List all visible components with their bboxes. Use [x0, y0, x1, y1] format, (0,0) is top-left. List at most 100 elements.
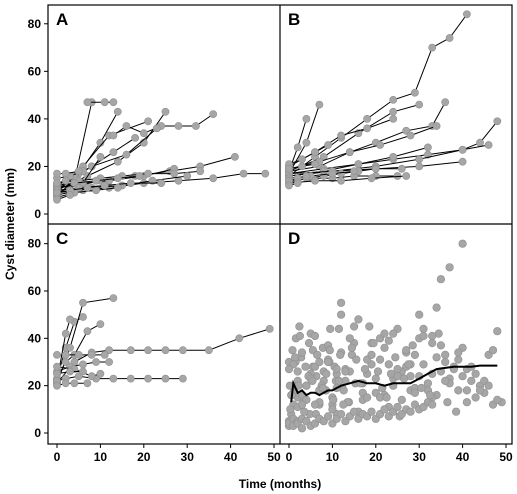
data-point-a-10-6 — [239, 169, 248, 178]
data-point-a-2-3 — [113, 107, 122, 116]
data-point-d-121 — [300, 407, 309, 416]
data-point-a-10-7 — [261, 169, 270, 178]
data-point-c-4-10 — [265, 324, 274, 333]
data-point-c-1-1 — [61, 329, 70, 338]
data-point-d-246 — [428, 400, 437, 409]
data-point-b-10-3 — [415, 162, 424, 171]
data-point-d-164 — [328, 405, 337, 414]
data-point-d-11 — [293, 367, 302, 376]
data-point-c-10-1 — [61, 379, 70, 388]
data-point-a-5-4 — [161, 107, 170, 116]
data-point-c-6-3 — [92, 358, 100, 366]
data-point-c-7-2 — [74, 350, 83, 359]
data-point-d-145 — [382, 393, 391, 402]
data-point-a-14-2 — [92, 176, 100, 185]
data-point-a-9-6 — [230, 152, 239, 161]
data-point-d-183 — [436, 275, 446, 284]
data-point-a-12-5 — [170, 169, 179, 178]
data-point-d-150 — [426, 391, 435, 400]
data-point-a-20-0 — [53, 195, 61, 204]
data-point-c-3-4 — [96, 320, 105, 328]
data-point-b-8-4 — [406, 131, 415, 140]
data-point-d-79 — [462, 398, 472, 407]
chart-marks: A B C D — [53, 10, 506, 433]
data-point-d-140 — [339, 400, 348, 409]
data-point-d-199 — [493, 395, 502, 405]
panel-b: B — [285, 10, 502, 190]
data-point-b-4-3 — [363, 124, 371, 133]
data-point-d-141 — [347, 343, 357, 352]
data-point-a-1-1 — [100, 98, 109, 107]
data-point-d-186 — [462, 386, 472, 395]
data-point-b-9-4 — [423, 143, 432, 152]
data-point-c-9-1 — [66, 367, 74, 376]
data-point-a-15-3 — [126, 179, 135, 187]
data-point-d-95 — [397, 395, 406, 405]
data-point-b-15-4 — [402, 172, 411, 180]
y-tick-label-a-4: 80 — [28, 17, 42, 31]
data-point-d-168 — [291, 353, 300, 362]
data-point-d-203 — [389, 329, 398, 338]
data-point-b-14-2 — [328, 169, 337, 178]
data-point-d-128 — [360, 365, 370, 374]
data-point-b-16-2 — [302, 172, 311, 180]
panel-a: A — [53, 10, 270, 204]
data-point-b-0-5 — [410, 88, 419, 97]
data-point-a-18-0 — [53, 188, 61, 197]
data-point-d-200 — [310, 400, 320, 409]
y-axis-title: Cyst diameter (mm) — [3, 168, 17, 280]
data-point-b-18-0 — [285, 164, 293, 173]
data-point-a-7-4 — [131, 133, 139, 142]
data-point-b-15-2 — [337, 176, 345, 185]
data-point-a-4-0 — [109, 131, 118, 140]
data-point-d-125 — [334, 376, 344, 386]
panel-label-a: A — [56, 10, 68, 29]
data-point-d-149 — [417, 383, 426, 393]
data-point-d-195 — [432, 303, 441, 312]
data-point-d-124 — [326, 324, 335, 334]
data-point-d-74 — [419, 324, 428, 334]
data-point-b-13-2 — [311, 148, 319, 157]
data-point-c-7-1 — [61, 350, 70, 359]
data-point-b-9-2 — [354, 160, 363, 168]
data-point-b-2-1 — [293, 143, 302, 152]
data-point-c-3-3 — [83, 327, 92, 336]
data-point-a-1-2 — [109, 98, 118, 107]
data-point-d-182 — [339, 386, 348, 395]
data-point-b-8-2 — [345, 148, 354, 157]
data-point-d-176 — [318, 383, 328, 393]
data-point-a-15-4 — [157, 179, 166, 187]
data-point-d-180 — [332, 365, 341, 374]
y-tick-label-c-2: 40 — [28, 331, 42, 345]
data-point-c-4-5 — [144, 346, 152, 355]
x-axis-title: Time (months) — [239, 477, 321, 491]
data-point-d-184 — [445, 263, 454, 272]
series-line-c-10 — [56, 382, 88, 387]
data-point-a-7-3 — [109, 148, 118, 157]
data-point-a-17-3 — [113, 183, 122, 192]
x-tick-label-c-5: 50 — [267, 450, 281, 464]
data-point-d-177 — [322, 369, 331, 378]
data-point-c-5-8 — [178, 374, 187, 383]
data-point-d-47 — [428, 339, 437, 348]
data-point-b-3-3 — [389, 107, 398, 116]
data-point-d-225 — [337, 410, 346, 419]
data-point-a-14-4 — [135, 172, 144, 180]
data-point-b-13-1 — [298, 155, 306, 164]
panel-label-d: D — [288, 229, 300, 248]
data-point-a-21-1 — [61, 176, 70, 185]
data-point-d-93 — [380, 343, 389, 352]
data-point-d-100 — [441, 376, 450, 386]
data-point-b-12-2 — [319, 172, 328, 180]
data-point-c-2-2 — [79, 298, 87, 307]
data-point-a-4-5 — [191, 122, 200, 130]
data-point-b-1-2 — [315, 100, 324, 109]
data-point-d-215 — [297, 424, 307, 433]
data-point-c-7-0 — [53, 350, 61, 359]
data-point-d-228 — [350, 407, 359, 416]
data-point-b-15-1 — [311, 176, 319, 185]
data-point-a-12-6 — [196, 167, 205, 176]
data-point-a-6-3 — [152, 124, 161, 133]
data-point-d-133 — [404, 360, 413, 369]
